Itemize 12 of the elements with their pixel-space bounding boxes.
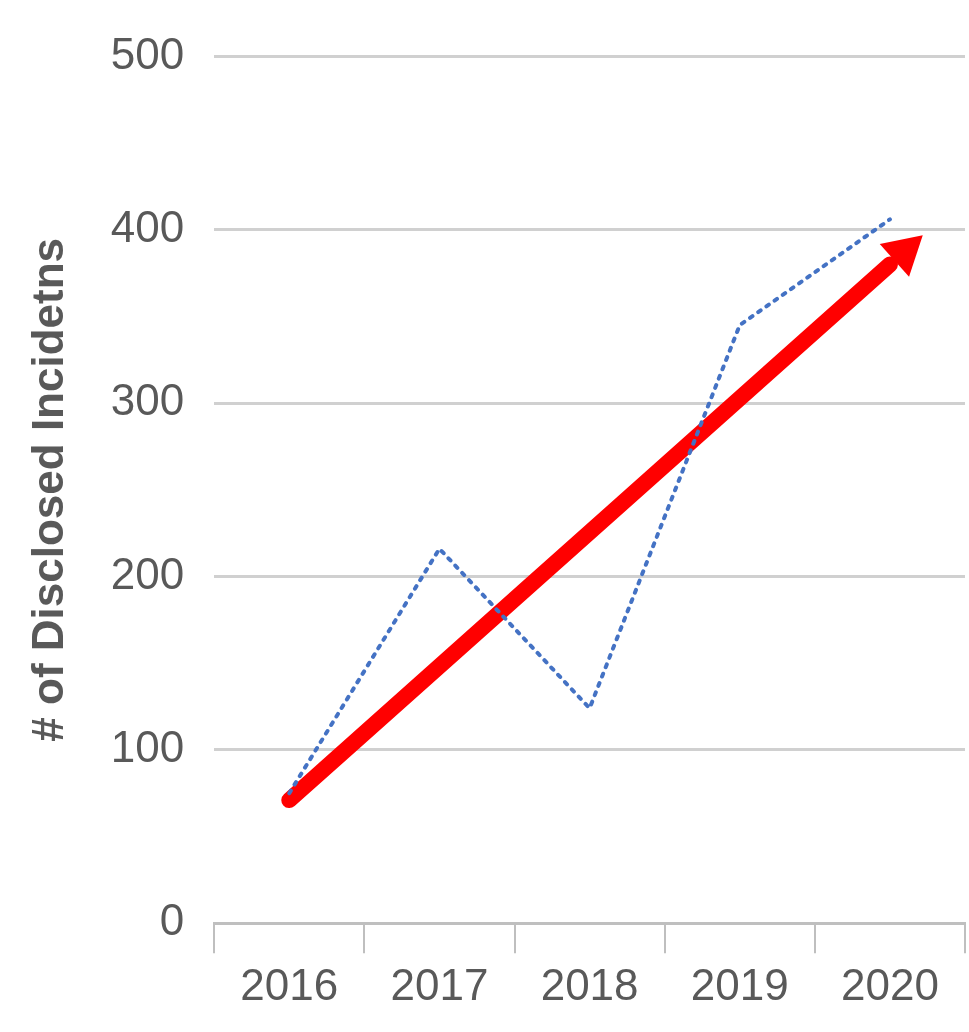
y-axis-title: # of Disclosed Incidetns (22, 237, 72, 742)
y-tick-label: 400 (110, 201, 185, 251)
y-tick-label: 0 (159, 895, 185, 945)
x-tick-label: 2019 (690, 959, 789, 1009)
x-tick-label: 2020 (840, 959, 939, 1009)
y-tick-label: 500 (110, 28, 185, 78)
x-tick-label: 2018 (540, 959, 639, 1009)
y-tick-label: 300 (110, 375, 185, 425)
x-tick-label: 2017 (390, 959, 489, 1009)
y-tick-label: 100 (110, 721, 185, 771)
x-tick-label: 2016 (240, 959, 339, 1009)
y-tick-label: 200 (110, 548, 185, 598)
